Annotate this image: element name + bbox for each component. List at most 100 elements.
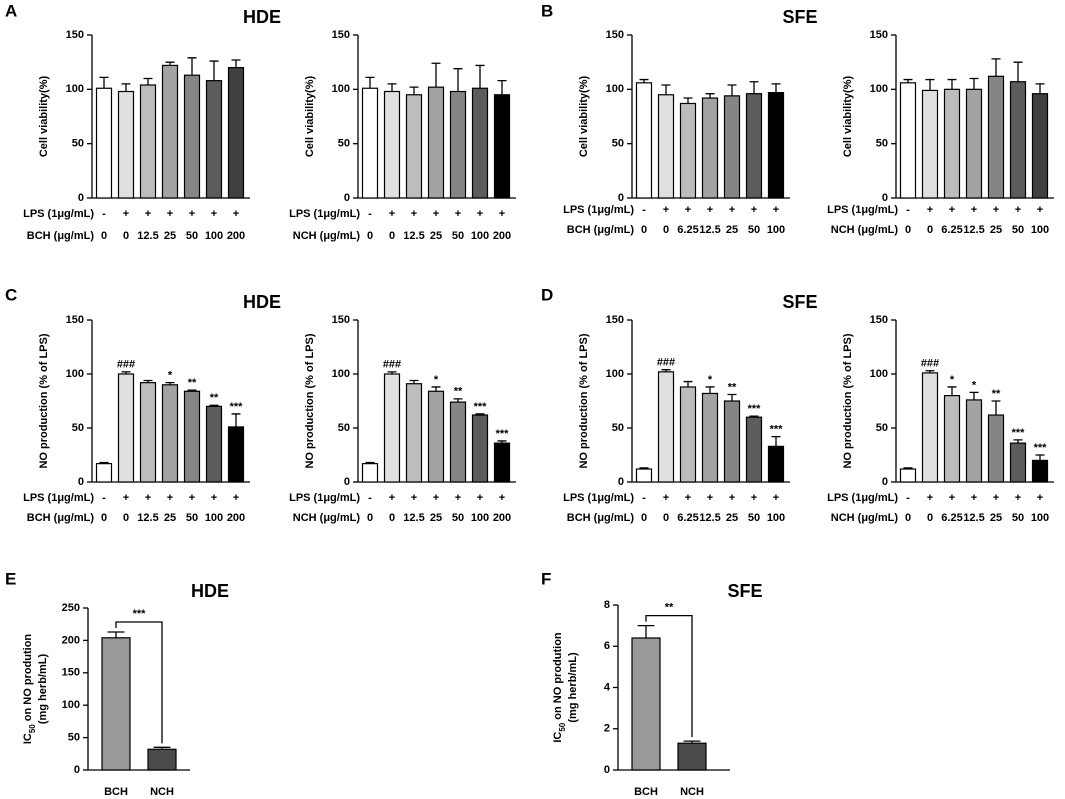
bar <box>965 88 983 199</box>
bar <box>723 400 741 483</box>
y-axis-label-2: (mg herb/mL) <box>567 652 579 723</box>
x-tick-label: 100 <box>1031 224 1049 236</box>
lps-label: - <box>642 204 646 216</box>
y-tick-label: 150 <box>870 314 888 326</box>
bar <box>95 463 113 483</box>
error-bar <box>705 93 715 99</box>
bar <box>493 94 511 199</box>
y-tick-label: 100 <box>332 83 350 95</box>
lps-label: + <box>993 492 999 504</box>
bar <box>677 742 707 771</box>
significance-label: *** <box>133 608 147 620</box>
y-tick-label: 0 <box>882 192 888 204</box>
y-tick-label: 100 <box>870 83 888 95</box>
error-bar <box>107 631 125 638</box>
significance-label: ** <box>992 388 1001 400</box>
lps-label: + <box>411 492 417 504</box>
x-tick-label: 200 <box>227 230 245 242</box>
lps-label: - <box>102 492 106 504</box>
row-label: LPS (1μg/mL) <box>289 492 360 504</box>
row-label: BCH (μg/mL) <box>27 230 95 242</box>
bar <box>943 88 961 199</box>
lps-label: + <box>927 492 933 504</box>
x-tick-label: 50 <box>1012 224 1024 236</box>
y-tick-label: 150 <box>332 314 350 326</box>
bar <box>205 80 223 199</box>
bar <box>679 386 697 483</box>
x-tick-label: 100 <box>471 230 489 242</box>
bar <box>101 637 131 771</box>
bar <box>767 91 785 199</box>
y-tick-label: 50 <box>876 138 888 150</box>
error-bar <box>925 78 935 91</box>
y-axis-label: NO production (% of LPS) <box>38 333 50 468</box>
y-tick-label: 150 <box>66 314 84 326</box>
significance-label: *** <box>496 428 510 440</box>
y-tick-label: 150 <box>332 29 350 41</box>
x-tick-label: 12.5 <box>403 512 424 524</box>
x-tick-label: 12.5 <box>403 230 424 242</box>
error-bar <box>431 62 441 88</box>
error-bar <box>99 76 109 89</box>
lps-label: + <box>729 204 735 216</box>
error-bar <box>121 83 131 92</box>
x-tick-label: 6.25 <box>941 224 962 236</box>
error-bar <box>925 370 935 373</box>
x-tick-label: 0 <box>367 230 373 242</box>
significance-label: ### <box>383 359 401 371</box>
lps-label: + <box>145 208 151 220</box>
error-bar <box>187 57 197 76</box>
error-bar <box>165 381 175 385</box>
bar <box>205 405 223 483</box>
row-label: NCH (μg/mL) <box>293 512 361 524</box>
lps-label: + <box>729 492 735 504</box>
error-bar <box>143 77 153 85</box>
y-label-part: IC <box>22 733 34 744</box>
bar <box>161 384 179 483</box>
lps-label: + <box>685 492 691 504</box>
bar <box>405 383 423 483</box>
x-tick-label: 25 <box>990 224 1002 236</box>
x-tick-label: 0 <box>905 512 911 524</box>
bar <box>383 90 401 199</box>
lps-label: + <box>685 204 691 216</box>
significance-label: ** <box>728 381 737 393</box>
row-label: NCH (μg/mL) <box>831 224 899 236</box>
lps-label: - <box>642 492 646 504</box>
y-tick-label: 150 <box>606 29 624 41</box>
y-axis-label: IC50 on NO prodution <box>552 632 567 743</box>
lps-label: + <box>145 492 151 504</box>
lps-label: + <box>949 492 955 504</box>
lps-label: + <box>1037 204 1043 216</box>
lps-label: + <box>189 208 195 220</box>
y-tick-label: 50 <box>612 422 624 434</box>
y-tick-label: 100 <box>66 368 84 380</box>
significance-label: * <box>972 379 977 391</box>
error-bar <box>143 379 153 383</box>
panel-label: F <box>541 569 551 588</box>
error-bar <box>1013 61 1023 82</box>
y-axis-label-2: (mg herb/mL) <box>37 654 49 725</box>
x-tick-label: BCH <box>634 786 658 798</box>
error-bar <box>661 84 671 95</box>
significance-label: * <box>434 374 439 386</box>
row-label: LPS (1μg/mL) <box>23 208 94 220</box>
y-tick-label: 50 <box>876 422 888 434</box>
bar <box>921 89 939 199</box>
row-label: LPS (1μg/mL) <box>563 204 634 216</box>
error-bar <box>187 389 197 392</box>
x-tick-label: 100 <box>767 224 785 236</box>
bar <box>471 414 489 483</box>
lps-label: - <box>906 492 910 504</box>
lps-label: + <box>167 492 173 504</box>
bar <box>899 82 917 199</box>
error-bar <box>231 413 241 427</box>
x-tick-label: 12.5 <box>963 512 984 524</box>
bar <box>631 637 661 771</box>
error-bar <box>969 77 979 90</box>
error-bar <box>661 369 671 372</box>
lps-label: + <box>751 204 757 216</box>
bar <box>139 382 157 483</box>
y-tick-label: 150 <box>66 29 84 41</box>
